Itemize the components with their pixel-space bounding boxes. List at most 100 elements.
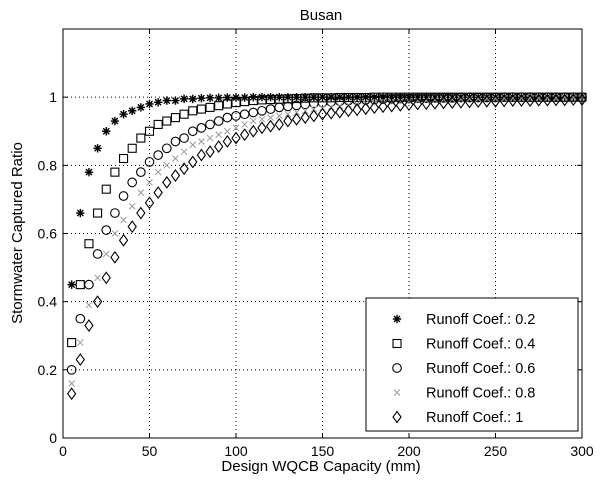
data-point [326,106,336,120]
data-point [196,148,207,162]
data-point [222,99,232,109]
data-point [267,114,274,121]
data-point [144,157,155,167]
data-point [85,301,93,309]
data-point [128,202,136,210]
data-point [92,295,103,309]
data-point [482,92,492,102]
data-point [457,95,465,103]
data-point [161,143,172,154]
data-point [421,97,431,111]
data-point [110,208,120,218]
data-point [102,250,110,258]
data-point [66,364,77,375]
y-tick-label: 0.4 [38,294,58,310]
data-point [448,95,456,103]
data-point [179,162,189,176]
x-axis-ticks: 0 50 100 150 200 250 300 [59,29,594,459]
data-point [198,138,205,145]
data-point [162,96,171,105]
data-point [240,97,250,107]
data-point [146,179,153,186]
data-point [456,95,466,109]
data-point [508,94,518,108]
data-point [387,92,396,102]
data-point [111,230,119,237]
data-point [361,92,370,102]
data-point [335,92,345,103]
data-point [84,279,94,290]
data-point [387,99,397,113]
data-point [67,280,76,289]
data-point [197,93,206,103]
data-point [561,94,569,101]
legend-label: Runoff Coef.: 0.4 [426,337,535,353]
data-point [275,112,283,120]
data-point [369,101,380,115]
data-point [170,136,181,147]
data-point [352,103,362,117]
data-point [76,208,85,218]
data-point [534,93,544,107]
data-point [241,121,249,128]
chart-title: Busan [300,7,343,24]
data-point [518,94,525,102]
data-point [188,94,197,104]
data-point [110,167,120,177]
data-point [214,140,224,154]
data-point [266,95,276,105]
data-point [265,119,276,133]
data-point [431,96,439,104]
legend-label: Runoff Coef.: 1 [426,410,523,426]
data-point [300,93,310,103]
data-point [257,95,267,105]
legend-item: Runoff Coef.: 1 [392,410,523,426]
plot-frame [62,28,583,439]
data-point [153,150,163,160]
data-point [206,134,214,142]
data-point [509,94,517,102]
data-point [127,177,138,188]
data-point [396,92,405,102]
data-point [412,97,423,111]
y-tick-label: 1 [49,89,57,105]
data-point [119,153,129,164]
data-point [474,95,482,103]
data-point [257,121,267,135]
data-point [569,94,577,101]
data-point [404,92,414,102]
data-point [76,339,84,346]
data-point [127,220,137,234]
data-point [93,208,103,218]
data-point [422,96,430,104]
data-point [92,249,103,259]
data-point [551,93,561,107]
data-point [118,233,129,247]
legend-label: Runoff Coef.: 0.8 [426,386,535,402]
y-tick-label: 0.2 [38,362,58,378]
legend-box [365,297,579,432]
data-point [516,94,527,108]
data-point [214,93,223,103]
data-point [291,112,302,126]
data-point [293,109,300,116]
legend-label: Runoff Coef.: 0.6 [426,361,535,377]
data-point [343,92,354,103]
x-axis-label: Design WQCB Capacity (mm) [221,458,420,475]
x-tick-label: 50 [142,443,158,459]
data-point [500,94,508,102]
y-tick-label: 0.8 [38,157,58,173]
x-tick-label: 150 [311,443,335,459]
data-point [490,94,501,108]
legend-marker [392,314,402,324]
legend-marker [393,389,401,396]
data-point [153,98,163,107]
data-point [84,167,94,177]
data-point [378,100,388,114]
data-point [440,96,447,103]
data-point [136,103,146,112]
data-point [110,116,120,126]
data-point [499,94,509,108]
data-point [310,105,318,113]
